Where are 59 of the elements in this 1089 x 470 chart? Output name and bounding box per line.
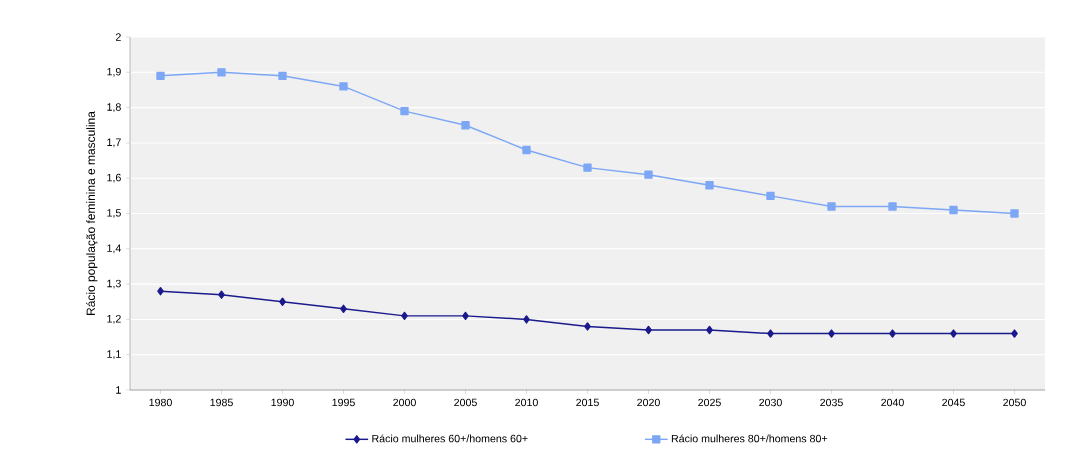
point bbox=[828, 329, 835, 338]
legend-label: Rácio mulheres 60+/homens 60+ bbox=[372, 434, 528, 443]
y-tick-label: 1 bbox=[116, 386, 121, 394]
point bbox=[462, 311, 469, 321]
x-tick-label: 2015 bbox=[576, 398, 599, 407]
point bbox=[584, 322, 591, 331]
y-tick-label: 1,2 bbox=[107, 315, 121, 324]
legend-label: Rácio mulheres 80+/homens 80+ bbox=[671, 434, 828, 443]
y-tick-label: 1,1 bbox=[107, 350, 121, 360]
x-tick-label: 1990 bbox=[271, 398, 294, 407]
x-tick-label: 1985 bbox=[210, 398, 233, 407]
point bbox=[218, 290, 225, 299]
point bbox=[766, 191, 775, 201]
point bbox=[339, 82, 348, 91]
point bbox=[157, 286, 164, 296]
point bbox=[705, 181, 714, 190]
point bbox=[1010, 209, 1019, 218]
x-tick-label: 2025 bbox=[698, 398, 721, 407]
point bbox=[950, 329, 957, 338]
point bbox=[706, 325, 713, 335]
x-tick-label: 1980 bbox=[149, 398, 172, 407]
point bbox=[279, 297, 286, 306]
x-tick-label: 2040 bbox=[881, 398, 904, 407]
y-tick-label: 1,5 bbox=[107, 209, 121, 218]
x-tick-label: 2000 bbox=[393, 398, 416, 407]
y-tick-label: 2 bbox=[115, 33, 121, 41]
point bbox=[401, 311, 408, 321]
y-tick-label: 1,6 bbox=[107, 173, 121, 183]
point bbox=[523, 315, 530, 324]
point bbox=[156, 71, 165, 81]
y-tick-label: 1,8 bbox=[107, 103, 121, 112]
y-tick-label: 1,7 bbox=[107, 138, 121, 148]
point bbox=[767, 329, 774, 338]
point bbox=[583, 163, 592, 172]
y-tick-label: 1,3 bbox=[107, 279, 121, 289]
point bbox=[217, 68, 226, 77]
point bbox=[400, 106, 409, 116]
x-tick-label: 2020 bbox=[637, 398, 660, 407]
y-axis-title: Rácio população feminina e masculina bbox=[86, 111, 98, 315]
point bbox=[278, 71, 287, 81]
x-tick-label: 2045 bbox=[942, 398, 965, 407]
x-tick-label: 2030 bbox=[759, 398, 782, 407]
point bbox=[949, 205, 958, 215]
point bbox=[888, 202, 897, 211]
x-tick-label: 1995 bbox=[332, 398, 355, 407]
x-tick-label: 2005 bbox=[454, 398, 477, 407]
point bbox=[644, 170, 653, 179]
point bbox=[340, 304, 347, 313]
point bbox=[522, 145, 531, 155]
x-tick-label: 2035 bbox=[820, 398, 843, 407]
point bbox=[827, 202, 836, 211]
point bbox=[461, 121, 470, 130]
x-tick-label: 2050 bbox=[1003, 398, 1026, 407]
point bbox=[1011, 329, 1018, 338]
y-tick-label: 1,9 bbox=[107, 67, 121, 77]
x-tick-label: 2010 bbox=[515, 398, 538, 407]
point bbox=[889, 329, 896, 338]
y-tick-label: 1,4 bbox=[107, 244, 122, 254]
point bbox=[645, 325, 652, 335]
